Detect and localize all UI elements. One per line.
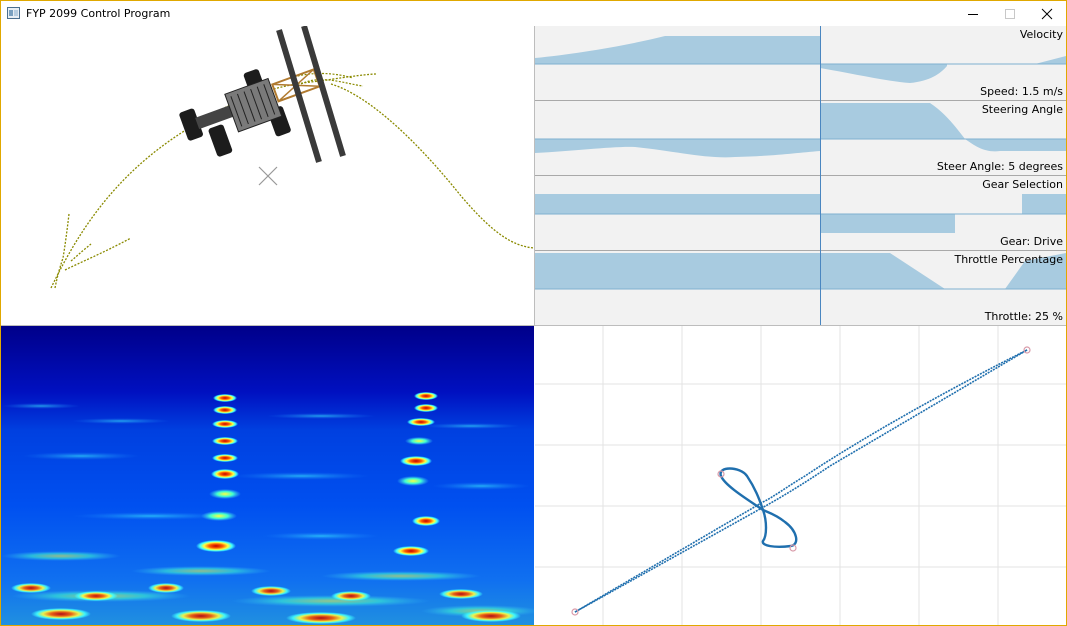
gear-readout: Gear: Drive — [1000, 235, 1063, 248]
simulation-view[interactable] — [1, 26, 534, 325]
implement-bar-right — [301, 26, 346, 157]
steering-strip: Steering Angle Steer Angle: 5 degrees — [535, 101, 1066, 176]
track-markers — [571, 346, 1031, 616]
title-bar[interactable]: FYP 2099 Control Program — [1, 1, 1066, 26]
velocity-title: Velocity — [1019, 28, 1063, 41]
velocity-strip: Velocity Speed: 1.5 m/s — [535, 26, 1066, 101]
steering-plot — [535, 103, 1066, 158]
trajectory-plot[interactable] — [535, 326, 1066, 625]
close-icon — [1041, 8, 1053, 19]
close-button[interactable] — [1024, 1, 1066, 26]
planned-path — [50, 73, 534, 289]
speed-readout: Speed: 1.5 m/s — [980, 85, 1063, 98]
implement-bar-left — [276, 29, 322, 163]
minimize-button[interactable] — [950, 1, 996, 26]
steering-title: Steering Angle — [981, 103, 1063, 116]
app-icon — [7, 7, 20, 19]
spectral-peaks-left — [196, 394, 241, 552]
maximize-button — [987, 1, 1033, 26]
gear-strip: Gear Selection Gear: Drive — [535, 176, 1066, 251]
target-cross-icon — [258, 166, 278, 186]
track-path-return — [574, 349, 1028, 613]
pane-divider-horizontal[interactable] — [1, 325, 1066, 326]
steer-angle-readout: Steer Angle: 5 degrees — [936, 160, 1063, 173]
plot-grid — [535, 326, 1066, 625]
throttle-title: Throttle Percentage — [954, 253, 1063, 266]
telemetry-graphs: Velocity Speed: 1.5 m/s Steering Angle S… — [535, 26, 1066, 325]
low-frequency-noise — [11, 583, 521, 624]
vehicle-icon[interactable] — [173, 51, 331, 166]
spectrogram-view — [1, 326, 534, 625]
time-cursor[interactable] — [820, 26, 821, 325]
throttle-strip: Throttle Percentage Throttle: 25 % — [535, 251, 1066, 325]
spectral-peaks-right — [393, 392, 440, 556]
throttle-plot — [535, 253, 1066, 290]
figure-eight-loop — [719, 467, 798, 548]
minimize-icon — [968, 13, 978, 15]
velocity-plot — [535, 36, 1066, 83]
window-title: FYP 2099 Control Program — [26, 7, 171, 20]
spectrogram-canvas — [1, 326, 534, 625]
gear-title: Gear Selection — [982, 178, 1063, 191]
gear-plot — [535, 194, 1066, 233]
maximize-icon — [1005, 8, 1015, 19]
pane-divider-vertical[interactable] — [534, 26, 535, 325]
simulation-canvas — [50, 26, 534, 289]
throttle-readout: Throttle: 25 % — [984, 310, 1063, 323]
trajectory-canvas — [535, 326, 1066, 625]
